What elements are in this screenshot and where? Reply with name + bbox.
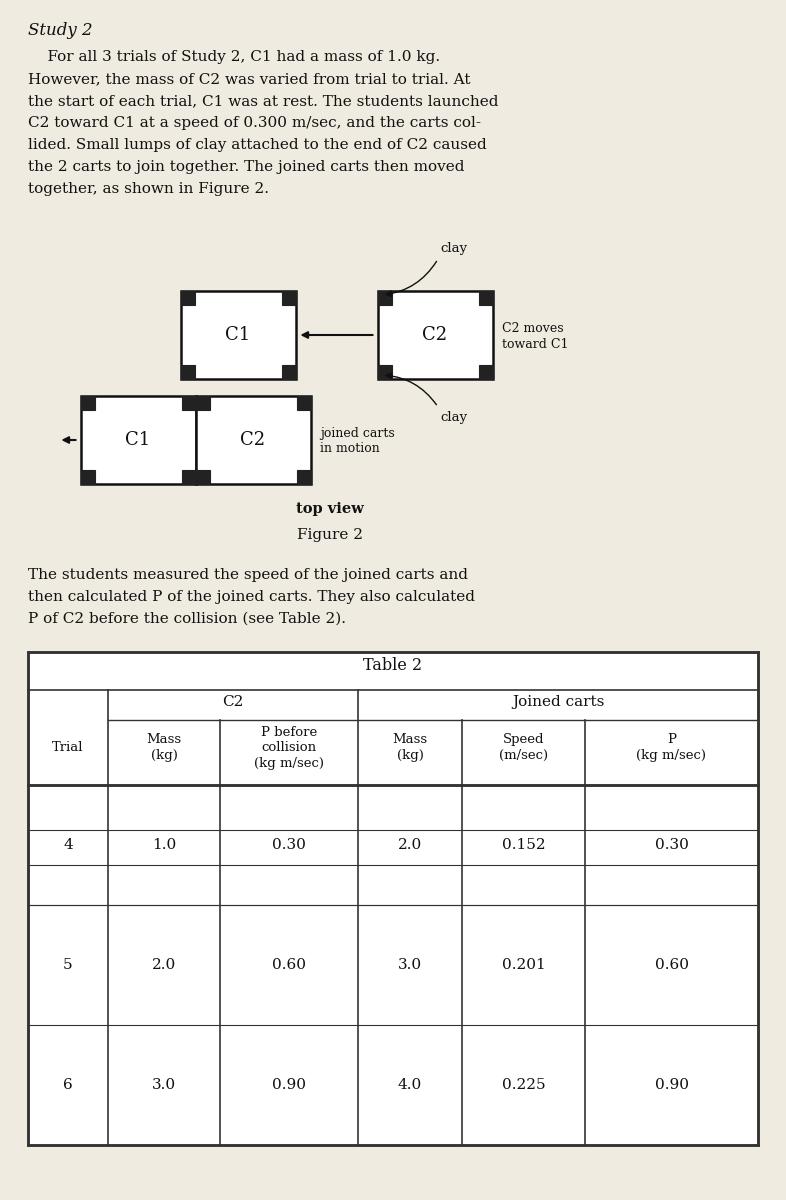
Text: 1.0: 1.0 [152,838,176,852]
Bar [196,396,210,410]
Text: For all 3 trials of Study 2, C1 had a mass of 1.0 kg.: For all 3 trials of Study 2, C1 had a ma… [28,50,440,64]
Text: clay: clay [440,410,467,424]
Text: Speed
(m/sec): Speed (m/sec) [499,733,548,762]
Bar [377,290,493,379]
Text: top view: top view [296,502,364,516]
Text: P before
collision
(kg m/sec): P before collision (kg m/sec) [254,726,324,769]
Text: then calculated P of the joined carts. They also calculated: then calculated P of the joined carts. T… [28,590,475,604]
Bar [182,470,196,484]
Bar [181,290,194,305]
Bar [377,290,391,305]
Text: in motion: in motion [321,443,380,456]
Text: 0.201: 0.201 [501,958,545,972]
Text: 3.0: 3.0 [152,1078,176,1092]
Text: Joined carts: Joined carts [512,695,604,709]
Text: P of C2 before the collision (see Table 2).: P of C2 before the collision (see Table … [28,612,346,626]
Text: 0.90: 0.90 [272,1078,306,1092]
Text: 4: 4 [63,838,73,852]
Bar [196,396,310,484]
Text: 2.0: 2.0 [398,838,422,852]
Bar [479,290,493,305]
Bar [296,396,310,410]
Bar [80,396,94,410]
Bar [281,290,296,305]
Bar [181,290,296,379]
Bar [196,470,210,484]
Text: 0.152: 0.152 [501,838,545,852]
Bar [181,365,194,379]
Bar [281,365,296,379]
Text: the start of each trial, C1 was at rest. The students launched: the start of each trial, C1 was at rest.… [28,94,498,108]
Bar [182,396,196,410]
Text: 0.225: 0.225 [501,1078,545,1092]
Text: 6: 6 [63,1078,73,1092]
Text: 2.0: 2.0 [152,958,176,972]
Text: Study 2: Study 2 [28,22,93,38]
Text: C2: C2 [222,695,244,709]
Text: 0.90: 0.90 [655,1078,689,1092]
Text: Mass
(kg): Mass (kg) [392,733,428,762]
Text: C2: C2 [241,431,266,449]
Text: Table 2: Table 2 [363,658,423,674]
Text: lided. Small lumps of clay attached to the end of C2 caused: lided. Small lumps of clay attached to t… [28,138,487,152]
Text: C1: C1 [226,326,251,344]
Bar [80,396,196,484]
Text: 4.0: 4.0 [398,1078,422,1092]
Text: 0.30: 0.30 [272,838,306,852]
Text: C2: C2 [422,326,447,344]
Text: Figure 2: Figure 2 [297,528,363,542]
Text: clay: clay [440,242,467,254]
Text: However, the mass of C2 was varied from trial to trial. At: However, the mass of C2 was varied from … [28,72,471,86]
Bar [28,652,758,1145]
Bar [377,365,391,379]
Text: The students measured the speed of the joined carts and: The students measured the speed of the j… [28,568,468,582]
Text: 0.30: 0.30 [655,838,689,852]
Text: C1: C1 [126,431,151,449]
Text: Mass
(kg): Mass (kg) [146,733,182,762]
Bar [80,470,94,484]
Text: joined carts: joined carts [321,426,395,439]
Text: 0.60: 0.60 [655,958,689,972]
Text: Trial: Trial [52,740,84,754]
Bar [296,470,310,484]
Text: C2 moves: C2 moves [502,323,564,336]
Text: P
(kg m/sec): P (kg m/sec) [637,733,707,762]
Text: toward C1: toward C1 [502,338,569,352]
Text: 5: 5 [63,958,73,972]
Text: C2 toward C1 at a speed of 0.300 m/sec, and the carts col-: C2 toward C1 at a speed of 0.300 m/sec, … [28,116,481,130]
Text: 3.0: 3.0 [398,958,422,972]
Text: the 2 carts to join together. The joined carts then moved: the 2 carts to join together. The joined… [28,160,465,174]
Text: 0.60: 0.60 [272,958,306,972]
Bar [28,652,758,1145]
Bar [479,365,493,379]
Text: together, as shown in Figure 2.: together, as shown in Figure 2. [28,182,269,196]
